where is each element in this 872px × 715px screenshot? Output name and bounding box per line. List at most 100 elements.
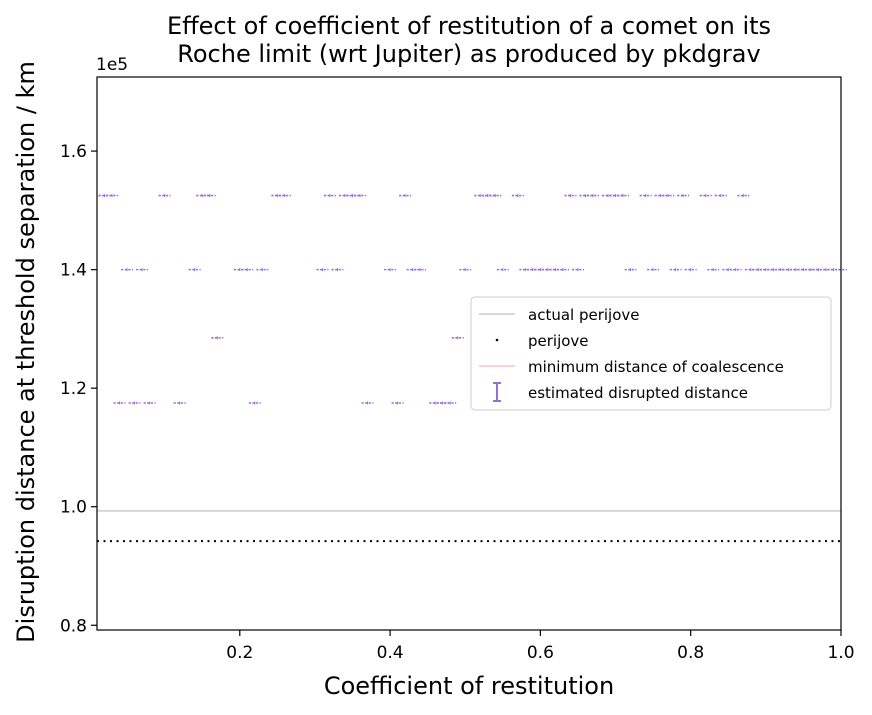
chart-title-line-2: Roche limit (wrt Jupiter) as produced by… (177, 40, 760, 68)
legend-item: actual perijove (479, 306, 640, 324)
data-point (737, 194, 750, 198)
data-point (534, 268, 547, 272)
data-point (774, 268, 787, 272)
data-point (639, 194, 652, 198)
legend-label: minimum distance of coalescence (528, 358, 784, 376)
x-tick-label: 0.4 (377, 643, 404, 663)
data-point (346, 194, 359, 198)
y-offset-label: 1e5 (96, 55, 128, 75)
plot-area: 0.2 0.4 0.6 0.8 1.0 0.8 1.0 1.2 1.4 1.6 (60, 76, 855, 663)
legend-dot-swatch (495, 338, 499, 342)
chart-title-line-1: Effect of coefficient of restitution of … (167, 12, 771, 40)
data-point (707, 268, 720, 272)
data-point (556, 268, 569, 272)
y-tick-label: 1.4 (60, 261, 87, 281)
axes-frame (96, 76, 842, 631)
data-point (564, 194, 577, 198)
data-point (256, 268, 269, 272)
data-point (429, 401, 442, 405)
data-point (121, 268, 134, 272)
data-point (233, 268, 246, 272)
data-point (278, 194, 291, 198)
data-point (767, 268, 780, 272)
y-tick-label: 0.8 (60, 616, 87, 636)
y-tick-label: 1.0 (60, 498, 87, 518)
data-point (819, 268, 832, 272)
data-point (459, 268, 472, 272)
data-point (331, 268, 344, 272)
data-point (436, 401, 449, 405)
data-point (474, 194, 487, 198)
data-point (106, 194, 119, 198)
data-point (759, 268, 772, 272)
data-point (827, 268, 840, 272)
data-point (173, 401, 186, 405)
x-tick-label: 0.6 (527, 643, 554, 663)
data-point (677, 194, 690, 198)
data-point (188, 268, 201, 272)
data-point (609, 194, 622, 198)
data-point (384, 268, 397, 272)
data-point (203, 194, 216, 198)
y-tick-label: 1.6 (60, 142, 87, 162)
data-point (391, 401, 404, 405)
legend-item: minimum distance of coalescence (479, 358, 784, 376)
data-point (526, 268, 539, 272)
data-point (113, 401, 126, 405)
data-point (662, 194, 675, 198)
data-point (729, 268, 742, 272)
legend-label: perijove (528, 332, 589, 350)
y-tick-label: 1.2 (60, 379, 87, 399)
data-point (744, 268, 757, 272)
data-point (812, 268, 825, 272)
legend-item: perijove (495, 332, 589, 350)
data-point (549, 268, 562, 272)
data-point (128, 401, 141, 405)
data-point (241, 268, 254, 272)
data-point (98, 194, 111, 198)
data-point (587, 194, 599, 198)
data-point (489, 194, 502, 198)
data-point (782, 268, 795, 272)
legend-label: actual perijove (528, 306, 640, 324)
legend: actual perijove perijove minimum distance … (470, 296, 832, 411)
data-point (316, 268, 329, 272)
data-point (406, 268, 419, 272)
legend-label: estimated disrupted distance (528, 384, 748, 402)
data-point (481, 194, 494, 198)
data-point (617, 194, 630, 198)
data-point (752, 268, 765, 272)
data-point (789, 268, 802, 272)
data-point (519, 268, 532, 272)
data-point (714, 194, 727, 198)
legend-item: estimated disrupted distance (493, 382, 748, 402)
data-point (797, 268, 810, 272)
data-point (804, 268, 817, 272)
x-axis-label: Coefficient of restitution (324, 672, 614, 700)
data-point (699, 194, 712, 198)
y-axis-label: Disruption distance at threshold separat… (12, 61, 40, 643)
data-point (354, 194, 367, 198)
data-point (339, 194, 351, 198)
data-point (271, 194, 284, 198)
data-point (136, 268, 149, 272)
data-point (196, 194, 209, 198)
data-point (579, 194, 592, 198)
data-point (451, 336, 464, 340)
data-point (541, 268, 554, 272)
data-point (722, 268, 735, 272)
data-point (684, 268, 697, 272)
data-point (496, 268, 509, 272)
legend-box (470, 296, 832, 411)
data-point (647, 268, 660, 272)
data-point (444, 401, 457, 405)
data-point (399, 194, 412, 198)
data-point (571, 268, 584, 272)
data-point (624, 268, 637, 272)
x-tick-label: 0.8 (677, 643, 704, 663)
x-tick-label: 1.0 (827, 643, 854, 663)
data-point (158, 194, 171, 198)
data-point (248, 401, 261, 405)
data-point (323, 194, 336, 198)
